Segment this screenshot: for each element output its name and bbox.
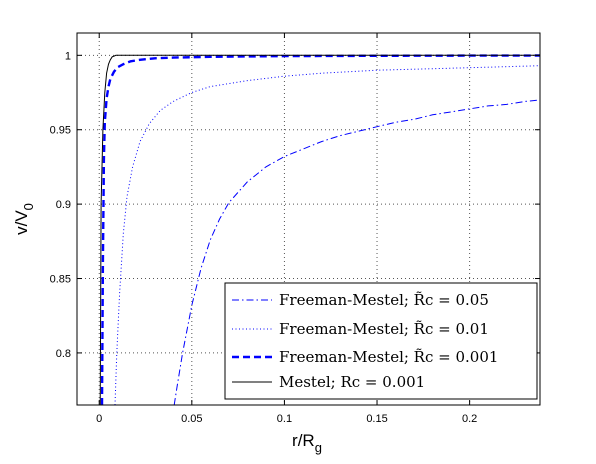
legend-label-1: Freeman-Mestel; R̃c = 0.05 (279, 291, 489, 309)
legend: Freeman-Mestel; R̃c = 0.05 Freeman-Mestel… (224, 282, 538, 400)
x-tick-label: 0 (96, 413, 102, 425)
x-tick-label: 0.05 (181, 413, 202, 425)
x-tick-label: 0.1 (277, 413, 292, 425)
x-tick-label: 0.15 (366, 413, 387, 425)
series-line-1 (173, 99, 540, 405)
ticks: 0 0.05 0.1 0.15 0.2 0.8 0.85 0.9 0.95 1 (50, 33, 540, 425)
y-tick-label: 0.9 (56, 199, 71, 211)
y-tick-label: 0.8 (56, 348, 71, 360)
series-group (99, 54, 540, 405)
x-tick-label: 0.2 (462, 413, 477, 425)
axes-frame (76, 32, 541, 406)
legend-label-2: Freeman-Mestel; R̃c = 0.01 (279, 320, 489, 338)
series-line-4 (99, 54, 540, 405)
y-tick-label: 0.85 (50, 274, 71, 286)
x-axis-title-subscript: g (315, 440, 322, 455)
y-axis-title-subscript: 0 (21, 203, 36, 210)
y-axis-title: v/V0 (12, 203, 36, 235)
legend-label-4: Mestel; Rc = 0.001 (279, 373, 425, 391)
legend-box (224, 282, 538, 400)
y-tick-label: 0.95 (50, 125, 71, 137)
y-tick-label: 1 (65, 50, 71, 62)
series-line-3 (100, 54, 540, 405)
legend-label-3: Freeman-Mestel; R̃c = 0.001 (279, 348, 498, 366)
x-axis-title: r/Rg (292, 431, 322, 455)
